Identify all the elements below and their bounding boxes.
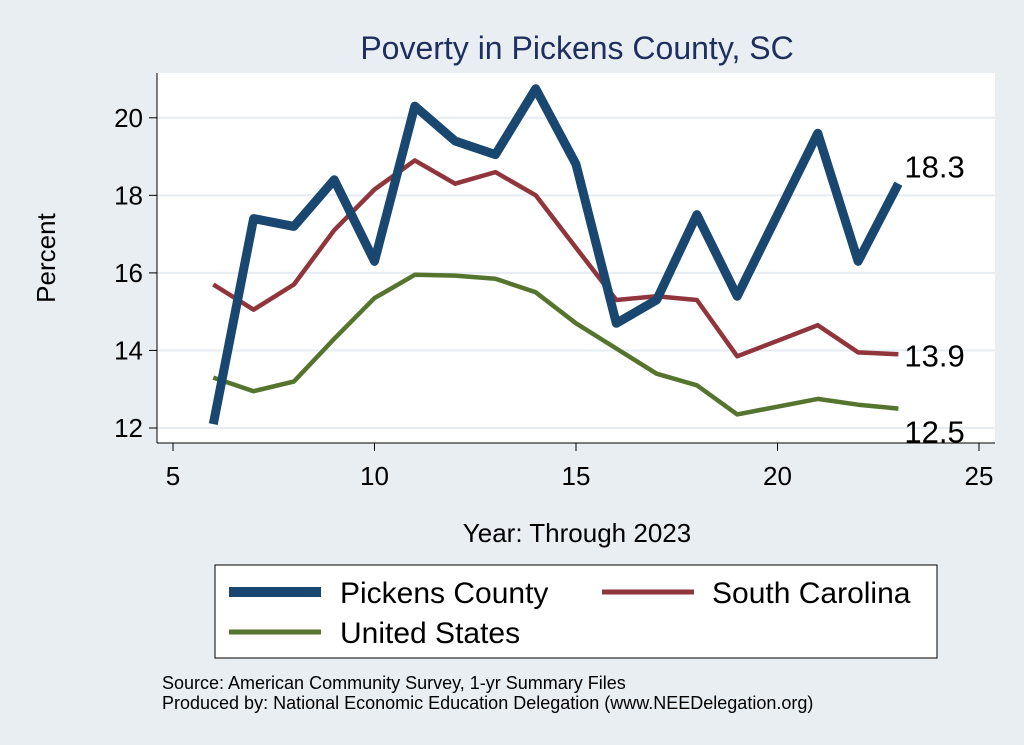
y-axis-title: Percent bbox=[31, 212, 61, 302]
end-labels: 18.3 13.9 12.5 bbox=[904, 150, 964, 450]
tick-labels: 12 14 16 18 20 5 10 15 20 25 bbox=[114, 103, 993, 491]
series-line-united-states bbox=[212, 272, 899, 417]
legend-label-pickens-county: Pickens County bbox=[340, 577, 548, 610]
y-tick-label-20: 20 bbox=[114, 103, 143, 133]
series-line-pickens-county bbox=[208, 84, 903, 425]
y-tick-label-14: 14 bbox=[114, 335, 143, 365]
chart-title: Poverty in Pickens County, SC bbox=[360, 30, 793, 66]
series-lines bbox=[208, 84, 903, 425]
y-tick-label-12: 12 bbox=[114, 413, 143, 443]
x-tick-label-25: 25 bbox=[965, 461, 994, 491]
end-label-south-carolina: 13.9 bbox=[904, 338, 964, 373]
produced-by-note: Produced by: National Economic Education… bbox=[162, 693, 814, 713]
plot-area bbox=[157, 73, 995, 443]
y-tick-label-16: 16 bbox=[114, 258, 143, 288]
source-note: Source: American Community Survey, 1-yr … bbox=[162, 673, 626, 693]
x-tick-label-15: 15 bbox=[562, 461, 591, 491]
y-tick-label-18: 18 bbox=[114, 180, 143, 210]
legend: Pickens County South Carolina United Sta… bbox=[214, 564, 938, 659]
x-axis-title: Year: Through 2023 bbox=[463, 518, 691, 548]
end-label-pickens-county: 18.3 bbox=[904, 150, 964, 185]
x-tick-label-5: 5 bbox=[166, 461, 180, 491]
x-tick-label-20: 20 bbox=[763, 461, 792, 491]
legend-box bbox=[214, 564, 938, 659]
legend-label-united-states: United States bbox=[340, 617, 520, 650]
series-line-south-carolina bbox=[212, 158, 899, 359]
legend-label-south-carolina: South Carolina bbox=[712, 577, 911, 610]
end-label-united-states: 12.5 bbox=[904, 415, 964, 450]
x-tick-label-10: 10 bbox=[360, 461, 389, 491]
